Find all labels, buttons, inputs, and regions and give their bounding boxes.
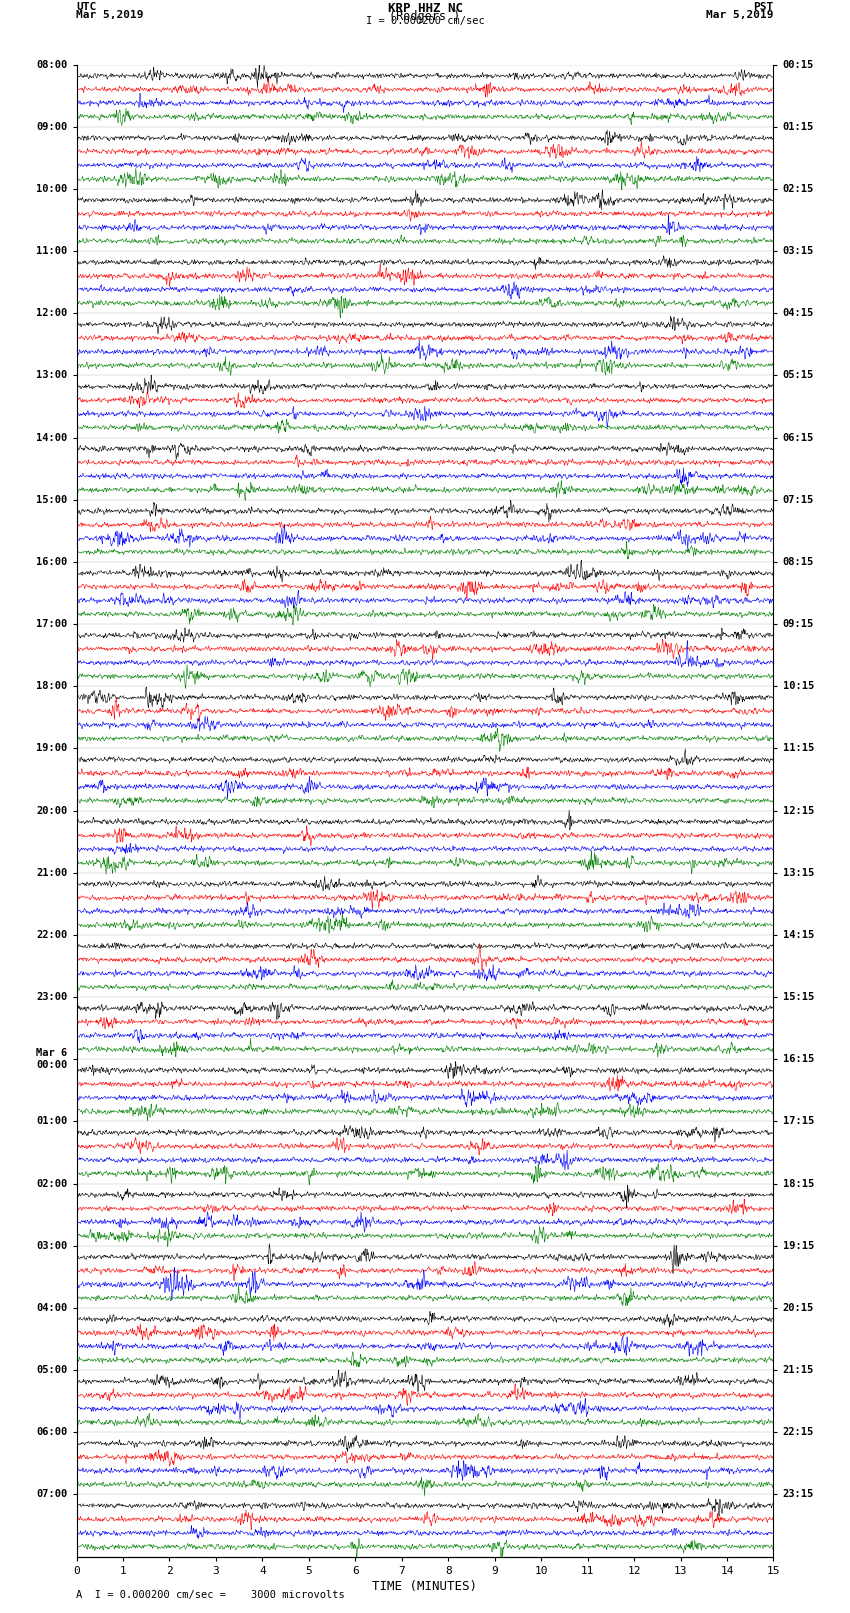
X-axis label: TIME (MINUTES): TIME (MINUTES) xyxy=(372,1579,478,1592)
Text: PST: PST xyxy=(753,3,774,13)
Text: (Rodgers ): (Rodgers ) xyxy=(389,10,461,23)
Text: A  I = 0.000200 cm/sec =    3000 microvolts: A I = 0.000200 cm/sec = 3000 microvolts xyxy=(76,1590,345,1600)
Text: I = 0.000200 cm/sec: I = 0.000200 cm/sec xyxy=(366,16,484,26)
Text: KRP HHZ NC: KRP HHZ NC xyxy=(388,3,462,16)
Text: UTC: UTC xyxy=(76,3,97,13)
Text: Mar 5,2019: Mar 5,2019 xyxy=(706,10,774,19)
Text: Mar 5,2019: Mar 5,2019 xyxy=(76,10,144,19)
